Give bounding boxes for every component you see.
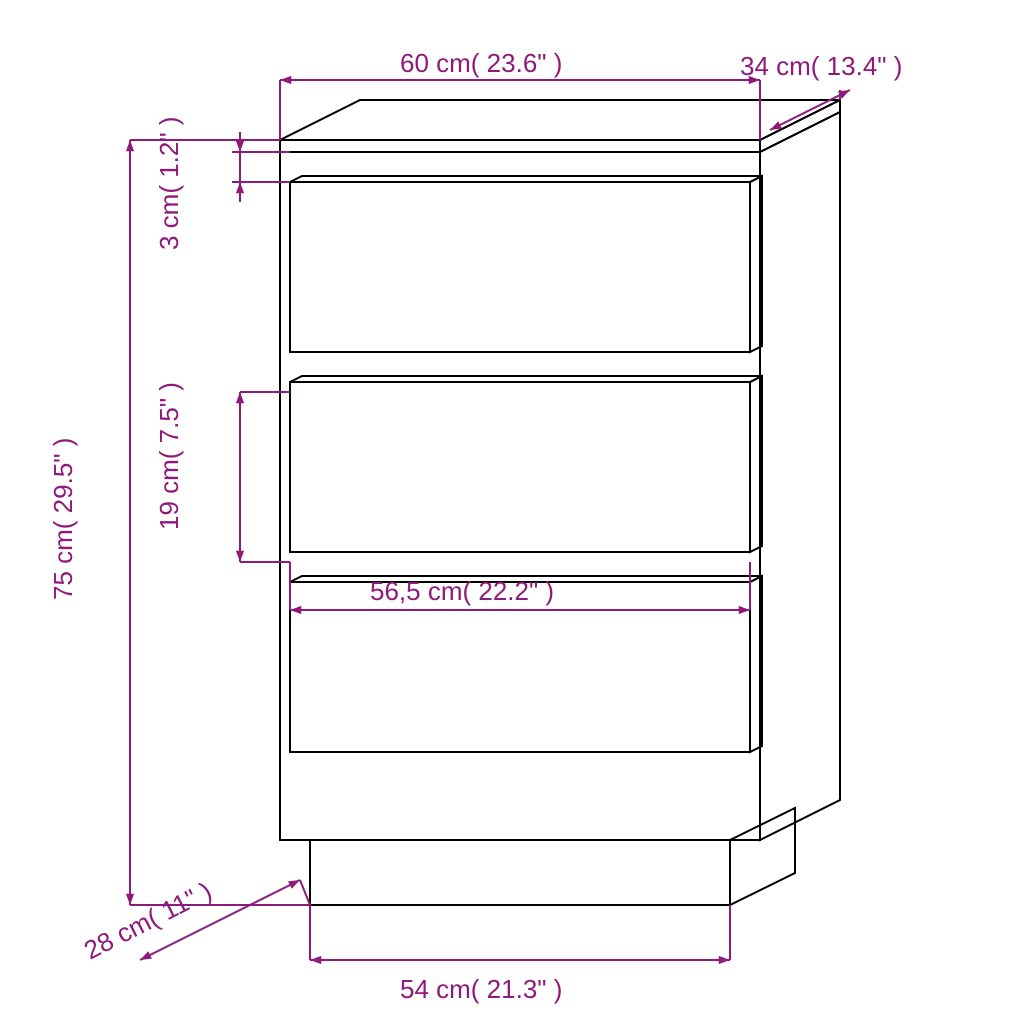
dim-overhang: 3 cm( 1.2" ) xyxy=(154,117,184,250)
dim-base-width: 54 cm( 21.3" ) xyxy=(400,974,562,1004)
cabinet-drawing xyxy=(280,100,840,905)
dim-top-depth: 34 cm( 13.4" ) xyxy=(740,51,902,81)
dim-total-height: 75 cm( 29.5" ) xyxy=(48,438,78,600)
dim-drawer-height: 19 cm( 7.5" ) xyxy=(154,382,184,530)
dim-top-width: 60 cm( 23.6" ) xyxy=(400,48,562,78)
dim-drawer-width: 56,5 cm( 22.2" ) xyxy=(370,576,554,606)
